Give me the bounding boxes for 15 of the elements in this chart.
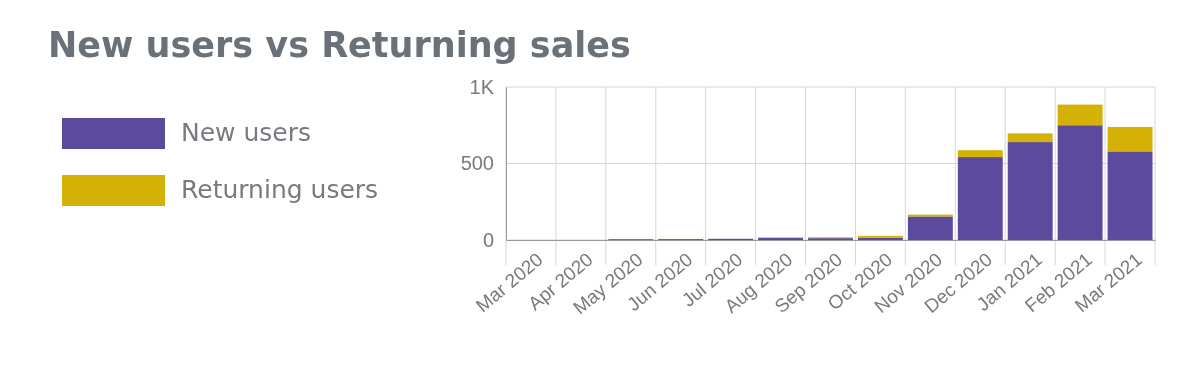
- bar: [1057, 125, 1103, 240]
- legend-label: New users: [181, 118, 312, 147]
- bar: [1107, 151, 1153, 240]
- y-tick-label: 0: [482, 228, 494, 251]
- chart-title: New users vs Returning sales: [48, 25, 631, 65]
- y-tick-label: 1K: [469, 75, 495, 98]
- legend-label: Returning users: [181, 175, 379, 204]
- bar: [1007, 133, 1053, 143]
- bar: [1007, 142, 1053, 240]
- y-tick-label: 500: [460, 152, 494, 175]
- bar: [1107, 126, 1153, 152]
- bar: [1057, 104, 1103, 126]
- bar: [957, 150, 1003, 158]
- bar: [907, 216, 953, 240]
- bar: [957, 157, 1003, 240]
